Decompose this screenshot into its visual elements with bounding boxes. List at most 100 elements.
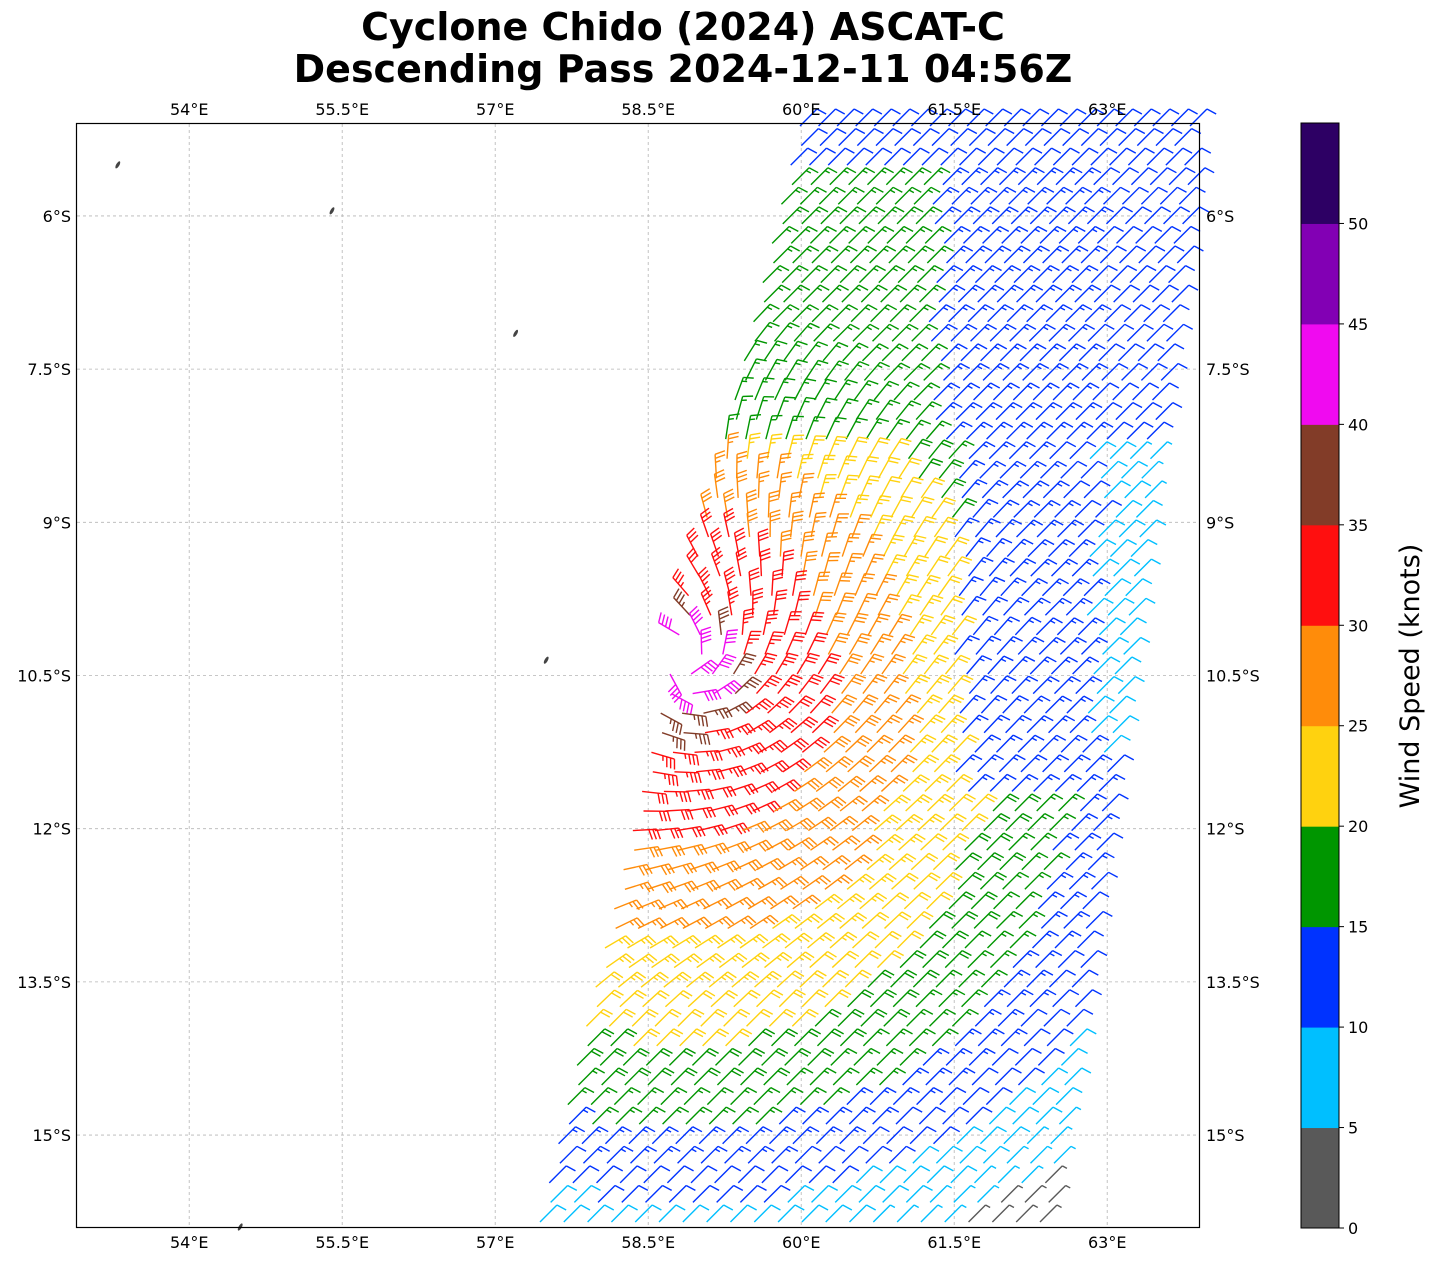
wind-barb: [846, 612, 869, 636]
wind-barb: [1054, 773, 1082, 792]
wind-barb: [801, 264, 828, 284]
wind-barb: [822, 341, 849, 362]
lon-tick-top-6: 63°E: [1088, 100, 1126, 119]
wind-barb: [1074, 167, 1102, 186]
wind-barb: [798, 673, 824, 694]
wind-barb: [747, 1145, 775, 1164]
wind-barb: [783, 284, 811, 303]
wind-barb: [841, 673, 867, 694]
wind-barb: [888, 734, 915, 753]
wind-barb: [739, 762, 769, 775]
wind-barb: [861, 794, 890, 812]
wind-barb: [777, 1204, 805, 1223]
wind-barb: [916, 574, 941, 597]
wind-barb: [1000, 1028, 1028, 1047]
wind-barb: [814, 893, 844, 910]
wind-barb: [902, 147, 930, 166]
wind-barb: [685, 1106, 713, 1125]
wind-barb: [951, 497, 978, 518]
wind-barb: [716, 1184, 744, 1203]
wind-barb: [700, 842, 730, 855]
wind-barb: [627, 935, 657, 949]
wind-barb: [1135, 225, 1163, 244]
wind-barb: [740, 1067, 768, 1086]
wind-barb: [986, 537, 1013, 558]
wind-barb: [926, 1165, 954, 1184]
wind-barb: [988, 1106, 1016, 1125]
wind-barb: [898, 833, 926, 851]
wind-barb: [1080, 245, 1108, 264]
wind-barb: [794, 913, 823, 929]
wind-barb: [1135, 499, 1163, 518]
wind-barb: [1119, 245, 1147, 264]
wind-barb: [781, 264, 809, 284]
lat-tick-right-2: 9°S: [1206, 513, 1234, 532]
wind-barb: [1012, 382, 1040, 401]
wind-barb: [1115, 401, 1143, 421]
wind-barb: [1015, 891, 1043, 910]
wind-barb: [765, 414, 783, 440]
wind-barb: [1105, 206, 1133, 225]
wind-barb: [1129, 264, 1157, 284]
wind-barb: [581, 1126, 609, 1145]
wind-barb: [727, 586, 739, 616]
wind-barb: [1135, 401, 1163, 421]
wind-barb: [1098, 617, 1126, 636]
wind-barb: [1042, 754, 1070, 773]
wind-barb: [1036, 167, 1064, 186]
wind-barb: [1051, 558, 1078, 577]
wind-barb: [676, 825, 706, 838]
wind-barb: [977, 1184, 1000, 1203]
wind-barb: [735, 395, 754, 420]
wind-barb: [1138, 245, 1166, 264]
wind-barb: [1006, 989, 1034, 1008]
wind-barb: [807, 435, 826, 459]
wind-barb: [660, 916, 690, 930]
wind-barb: [808, 147, 836, 166]
wind-barb: [1093, 656, 1121, 675]
wind-barb: [898, 457, 922, 479]
wind-barb: [904, 674, 931, 695]
wind-barb: [1002, 480, 1030, 499]
wind-barb: [1066, 421, 1094, 440]
wind-barb: [672, 934, 702, 949]
lat-tick-right-6: 15°S: [1206, 1126, 1245, 1145]
wind-barb: [979, 460, 1007, 479]
wind-barb: [1052, 382, 1080, 401]
wind-barb: [929, 1008, 957, 1027]
wind-barb: [872, 1106, 900, 1125]
wind-barb: [687, 989, 716, 1008]
wind-barb: [671, 692, 694, 716]
wind-barb: [938, 694, 965, 714]
wind-barb: [1143, 304, 1171, 323]
wind-barb: [878, 264, 906, 284]
wind-barb: [1066, 1008, 1094, 1027]
wind-barb: [1048, 538, 1076, 558]
wind-barb: [891, 633, 916, 655]
island-2: [513, 329, 519, 337]
wind-barb: [587, 1204, 615, 1223]
wind-barb: [877, 206, 905, 225]
wind-barb: [1039, 343, 1067, 362]
wind-barb: [832, 1165, 860, 1184]
wind-barb: [955, 754, 983, 773]
wind-barb: [1095, 401, 1123, 421]
wind-barb: [1084, 186, 1112, 205]
wind-barb: [1146, 147, 1174, 166]
wind-barb: [761, 1165, 789, 1184]
wind-barb: [811, 1184, 839, 1203]
wind-barb: [940, 147, 968, 166]
wind-barb: [945, 421, 973, 440]
wind-barb: [876, 833, 904, 851]
wind-barb: [1075, 675, 1103, 695]
wind-barb: [1162, 304, 1190, 323]
wind-barb: [980, 343, 1008, 362]
wind-barb: [1014, 793, 1042, 812]
wind-barb: [862, 533, 883, 557]
wind-barb: [972, 498, 999, 518]
wind-barb: [785, 415, 804, 440]
wind-barb: [697, 566, 711, 597]
wind-barb: [1006, 538, 1034, 558]
wind-barb: [995, 518, 1023, 538]
wind-barb: [858, 206, 886, 225]
